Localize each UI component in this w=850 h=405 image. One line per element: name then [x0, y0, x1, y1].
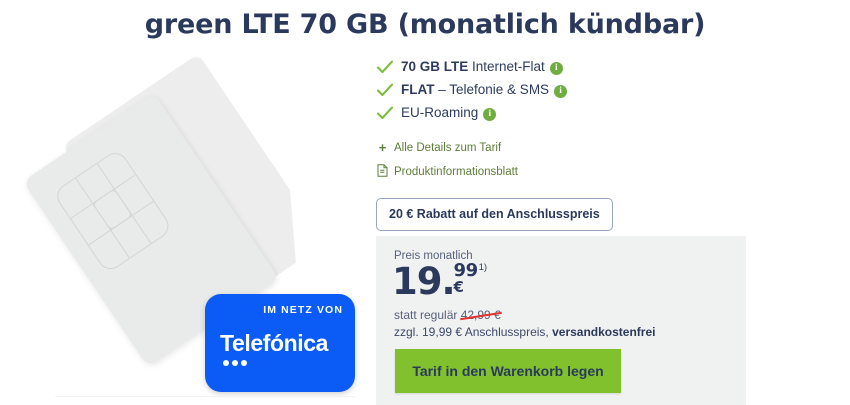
price-panel: Preis monatlich 19. 99 €1) statt regulär 4…	[376, 236, 746, 405]
feature-row: 70 GB LTE Internet-Flat i	[376, 55, 776, 78]
add-to-cart-button[interactable]: Tarif in den Warenkorb legen	[395, 349, 621, 393]
check-icon	[376, 60, 394, 73]
price-integer: 19.	[392, 260, 456, 303]
price-currency: €	[453, 278, 464, 296]
feature-label-rest: EU-Roaming	[401, 104, 479, 120]
price-fraction: 99 €	[453, 260, 479, 296]
price-cents: 99	[453, 260, 479, 281]
sim-chip-icon	[52, 148, 174, 275]
info-icon[interactable]: i	[549, 61, 563, 75]
feature-label-bold: FLAT	[401, 81, 435, 97]
pdf-document-icon-glyph	[377, 164, 388, 177]
sim-card-illustration: IM NETZ VON Telefónica	[22, 62, 355, 392]
price-setup-line: zzgl. 19,99 € Anschlusspreis, versandkos…	[394, 325, 655, 339]
network-badge-brand: Telefónica	[220, 330, 329, 356]
offer-details: 70 GB LTE Internet-Flat i FLAT – Telefoni…	[376, 55, 776, 231]
pdf-document-icon	[376, 164, 389, 179]
plus-icon: +	[378, 140, 387, 155]
price-regular-line: statt regulär 42,99 €	[394, 308, 501, 322]
telefonica-dots-icon	[223, 360, 247, 366]
check-icon	[376, 83, 394, 96]
feature-label: FLAT – Telefonie & SMS i	[401, 81, 568, 98]
feature-row: FLAT – Telefonie & SMS i	[376, 78, 776, 101]
price-setup-prefix: zzgl. 19,99 € Anschlusspreis,	[394, 325, 553, 339]
network-badge-eyebrow: IM NETZ VON	[263, 304, 343, 316]
feature-row: EU-Roaming i	[376, 101, 776, 124]
feature-label: 70 GB LTE Internet-Flat i	[401, 59, 563, 75]
link-label: Alle Details zum Tarif	[394, 141, 502, 154]
network-badge: IM NETZ VON Telefónica	[205, 294, 355, 392]
price-regular-struck-value: 42,99 €	[460, 308, 501, 322]
page-title: green LTE 70 GB (monatlich kündbar)	[144, 9, 706, 40]
price-label: Preis monatlich	[394, 250, 473, 262]
price-amount: 19. 99 €1)	[392, 260, 488, 303]
link-product-information-sheet[interactable]: Produktinformationsblatt	[376, 162, 776, 181]
discount-badge[interactable]: 20 € Rabatt auf den Anschlusspreis	[376, 198, 613, 231]
info-icon[interactable]: i	[554, 84, 568, 98]
feature-label-rest: Internet-Flat	[468, 58, 545, 74]
check-icon	[376, 106, 394, 119]
price-setup-bold: versandkostenfrei	[552, 325, 656, 339]
feature-label-bold: 70 GB LTE	[401, 58, 469, 74]
feature-label: EU-Roaming i	[401, 104, 497, 121]
feature-label-rest: – Telefonie & SMS	[434, 81, 550, 97]
link-label: Produktinformationsblatt	[394, 165, 519, 178]
bottom-divider	[55, 396, 355, 397]
price-regular-prefix: statt regulär	[394, 308, 461, 322]
tariff-links: + Alle Details zum Tarif Produktinformat…	[376, 138, 776, 181]
price-footnote-marker: 1)	[478, 262, 488, 273]
info-icon[interactable]: i	[483, 107, 497, 121]
link-all-tariff-details[interactable]: + Alle Details zum Tarif	[376, 138, 776, 157]
